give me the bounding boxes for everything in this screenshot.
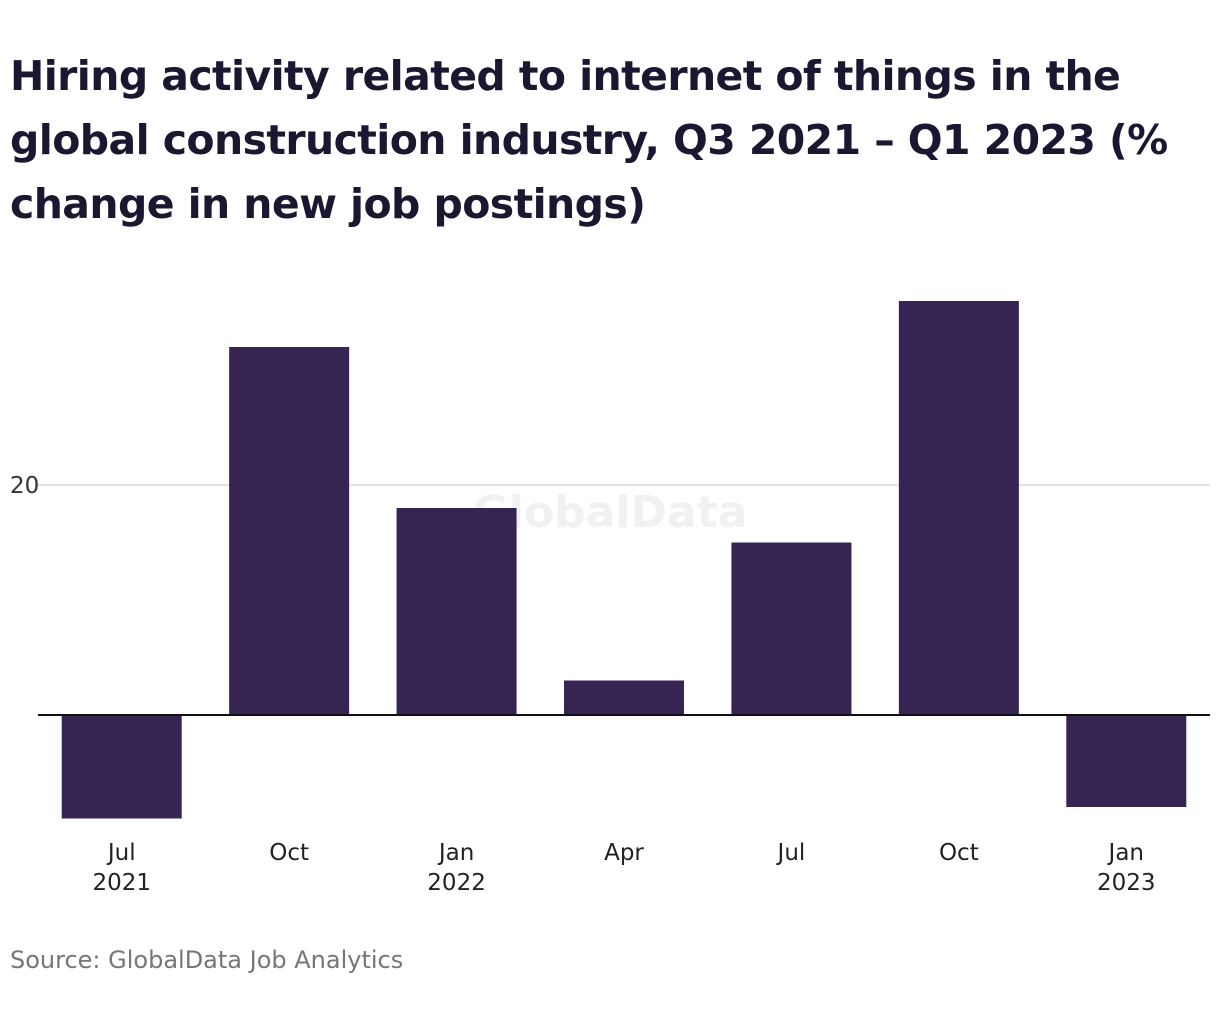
bar-chart: 20 GlobalData Jul 2021 Oct Jan 2022 Apr Jul Oct… (10, 301, 1210, 896)
x-tick-label-month: Jan (437, 840, 474, 866)
x-tick-label-month: Jan (1107, 840, 1144, 866)
x-tick-label-month: Apr (604, 840, 644, 866)
x-tick-label-year: 2021 (92, 870, 151, 896)
watermark: GlobalData (473, 487, 748, 538)
y-axis-ticks: 20 (10, 473, 39, 499)
chart-title: Hiring activity related to internet of t… (10, 52, 1168, 228)
x-tick-label-year: 2022 (427, 870, 486, 896)
source-note: Source: GlobalData Job Analytics (10, 946, 404, 974)
x-tick-label-month: Oct (269, 840, 309, 866)
bar (61, 715, 182, 819)
x-tick-label-year: 2023 (1097, 870, 1156, 896)
y-tick-label: 20 (10, 473, 39, 499)
bar (1066, 715, 1187, 807)
bar (731, 542, 852, 715)
bar (564, 680, 684, 715)
x-tick-label-month: Oct (939, 840, 979, 866)
bars (61, 301, 1187, 819)
x-tick-label-month: Jul (106, 840, 136, 866)
bar (229, 347, 350, 715)
x-axis-labels: Jul 2021 Oct Jan 2022 Apr Jul Oct Jan 2023 (92, 840, 1155, 896)
bar (396, 508, 517, 715)
bar (898, 301, 1019, 715)
x-tick-label-month: Jul (776, 840, 806, 866)
